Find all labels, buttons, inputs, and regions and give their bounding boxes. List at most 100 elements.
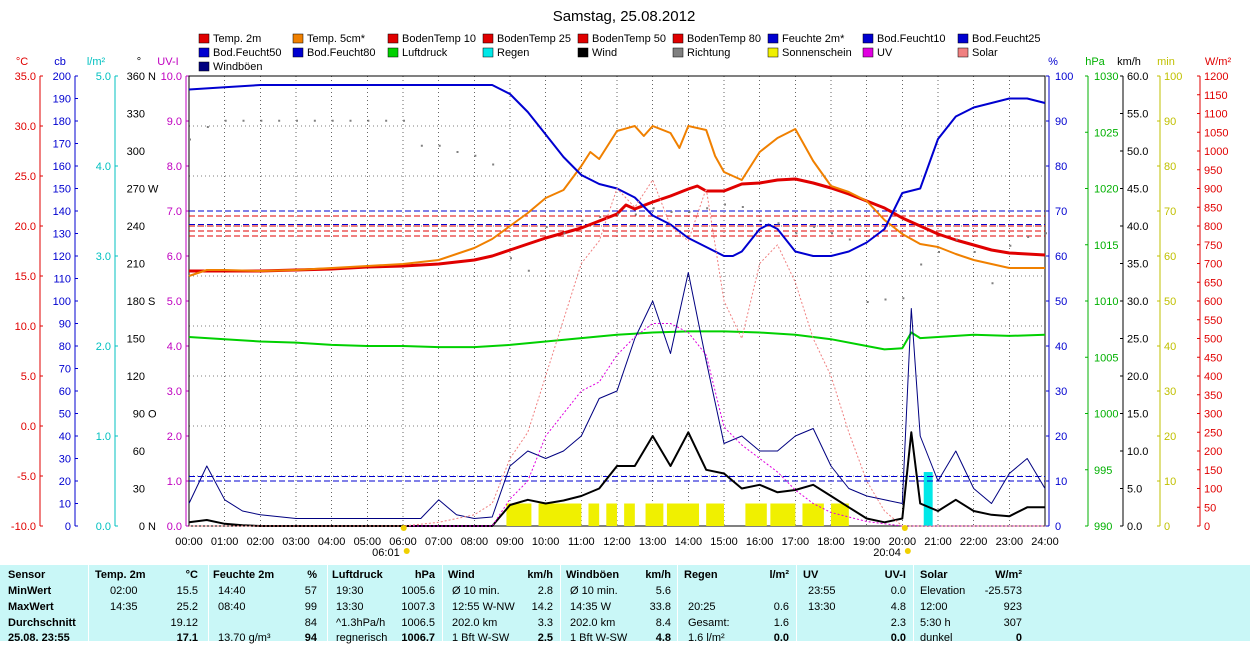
axis-label-solar: 0 — [1204, 521, 1210, 533]
axis-label-wind: 45.0 — [1127, 184, 1148, 196]
stats-value-luft: 1006.7 — [401, 632, 435, 644]
axis-label-cb: 0 — [65, 521, 71, 533]
legend-swatch — [767, 33, 779, 44]
axis-label-rain: 3.0 — [96, 251, 111, 263]
axis-title-sun: min — [1157, 56, 1175, 68]
x-tick-label: 17:00 — [782, 536, 810, 548]
series-line — [188, 84, 1046, 257]
stats-header-temp: Temp. 2m — [95, 569, 146, 581]
axis-title-uv: UV-I — [157, 56, 178, 68]
x-tick-label: 06:00 — [389, 536, 417, 548]
x-tick-label: 13:00 — [639, 536, 667, 548]
plot-area: 00:00 01:00 02:00 03:00 04:00 05:00 06:00 07:00… — [175, 75, 1059, 559]
chart-axes: °C 35.0 30.0 25.0 20.0 15.0 10.0 5.0 0.0 -5.0 -10.… — [11, 56, 1232, 533]
direction-dot — [724, 203, 726, 206]
axis-label-solar: 600 — [1204, 296, 1222, 308]
legend-label: Solar — [972, 47, 998, 59]
column-separator — [560, 565, 561, 641]
stats-unit-temp: °C — [185, 569, 198, 581]
direction-dot — [848, 238, 851, 241]
x-tick-label: 05:00 — [354, 536, 382, 548]
axis-label-press: 1015 — [1094, 240, 1118, 252]
x-tick-label: 07:00 — [425, 536, 453, 548]
stats-value-boeen: 4.8 — [655, 632, 671, 644]
column-separator — [796, 565, 797, 641]
sunrise-marker — [400, 525, 407, 531]
axis-label-dir: 90 — [133, 409, 145, 421]
sunshine-block — [802, 503, 824, 526]
stats-value-solar: 923 — [1003, 601, 1022, 613]
direction-dot — [652, 207, 655, 210]
axis-label-rain: 2.0 — [96, 341, 111, 353]
axis-label-solar: 250 — [1204, 427, 1222, 439]
axis-label-cb: 140 — [53, 206, 71, 218]
direction-dot — [1027, 236, 1030, 238]
x-tick-label: 16:00 — [746, 536, 774, 548]
direction-dot — [617, 213, 619, 216]
axis-label-press: 1020 — [1094, 184, 1118, 196]
stats-label-uv: 23:55 — [808, 585, 836, 597]
axis-label-cb: 190 — [53, 94, 71, 106]
axis-label-press: 1000 — [1094, 409, 1118, 421]
direction-dot — [313, 119, 316, 122]
axis-label-hum: 100 — [1055, 71, 1073, 83]
axis-label-sun: 20 — [1164, 431, 1176, 443]
axis-label-uv: 1.0 — [167, 476, 182, 488]
x-tick-label: 02:00 — [247, 536, 275, 548]
legend-label: Richtung — [687, 47, 730, 59]
stats-value-uv: 2.3 — [890, 617, 906, 629]
axis-label-sun: 90 — [1164, 116, 1176, 128]
legend-label: UV — [877, 47, 893, 59]
direction-dot — [938, 251, 940, 253]
stats-label-boeen: Ø 10 min. — [570, 585, 618, 597]
stats-value-uv: 4.8 — [890, 601, 906, 613]
axis-label-temp: 25.0 — [15, 171, 36, 183]
axis-label-dir: 150 — [127, 334, 145, 346]
direction-dot — [206, 126, 209, 128]
stats-row-label: MinWert — [8, 585, 52, 597]
stats-unit-boeen: km/h — [645, 569, 671, 581]
axis-label-wind: 30.0 — [1127, 296, 1148, 308]
stats-unit-solar: W/m² — [995, 569, 1022, 581]
axis-title-solar: W/m² — [1205, 56, 1232, 68]
stats-label-regen: Gesamt: — [688, 617, 730, 629]
direction-dot — [706, 207, 709, 210]
axis-label-uv: 4.0 — [167, 341, 182, 353]
stats-value-feuchte: 57 — [304, 585, 317, 597]
axis-label-hum: 50 — [1055, 296, 1067, 308]
axis-label-solar: 150 — [1204, 465, 1222, 477]
legend-swatch — [957, 33, 969, 44]
sunrise-label: 06:01 — [372, 547, 400, 559]
axis-label-cb: 30 — [59, 454, 71, 466]
stats-header-solar: Solar — [920, 569, 948, 581]
stats-label-boeen: 14:35 W — [570, 601, 611, 613]
x-tick-label: 00:00 — [175, 536, 203, 548]
axis-label-solar: 950 — [1204, 165, 1222, 177]
axis-label-press: 1025 — [1094, 127, 1118, 139]
axis-label-solar: 200 — [1204, 446, 1222, 458]
axis-label-solar: 300 — [1204, 409, 1222, 421]
axis-label-sun: 10 — [1164, 476, 1176, 488]
chart-legend: Temp. 2m Temp. 5cm* BodenTemp 10 BodenTemp … — [198, 33, 1041, 73]
axis-label-hum: 80 — [1055, 161, 1067, 173]
axis-title-temp: °C — [16, 56, 28, 68]
x-tick-label: 11:00 — [568, 536, 595, 548]
axis-label-cb: 50 — [59, 409, 71, 421]
x-tick-label: 09:00 — [496, 536, 524, 548]
sunshine-block — [745, 503, 767, 526]
direction-dot — [527, 269, 530, 272]
axis-label-cb: 200 — [53, 71, 71, 83]
axis-label-solar: 900 — [1204, 184, 1222, 196]
legend-swatch — [198, 33, 210, 44]
legend-label: Sonnenschein — [782, 47, 852, 59]
direction-dot — [385, 119, 388, 122]
axis-label-rain: 0.0 — [96, 521, 111, 533]
sunrise-icon — [403, 548, 410, 554]
stats-label-luft: ^1.3hPa/h — [336, 617, 386, 629]
compass-label: W — [148, 184, 159, 196]
direction-dot — [884, 298, 887, 301]
x-tick-label: 21:00 — [924, 536, 952, 548]
stats-value-wind: 2.8 — [537, 585, 553, 597]
stats-value-feuchte: 94 — [304, 632, 317, 644]
stats-label-solar: 5:30 h — [920, 617, 951, 629]
